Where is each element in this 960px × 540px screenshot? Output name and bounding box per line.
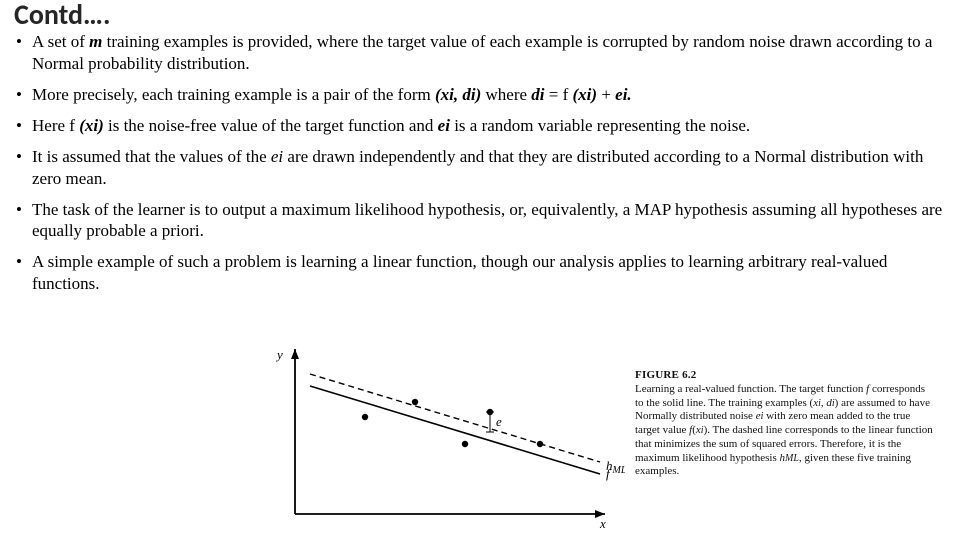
chart: xyfhMLe <box>255 339 625 534</box>
figure-caption: FIGURE 6.2 Learning a real-valued functi… <box>635 369 935 479</box>
svg-text:x: x <box>599 516 606 531</box>
chart-svg: xyfhMLe <box>255 339 625 534</box>
bullet-item: It is assumed that the values of the ei … <box>14 146 946 189</box>
svg-text:y: y <box>275 347 283 362</box>
bullet-item: The task of the learner is to output a m… <box>14 199 946 242</box>
bullet-item: More precisely, each training example is… <box>14 84 946 105</box>
bullet-list: A set of m training examples is provided… <box>14 31 946 294</box>
figure-caption-text: Learning a real-valued function. The tar… <box>635 383 933 478</box>
figure-number: FIGURE 6.2 <box>635 369 696 381</box>
bullet-item: A simple example of such a problem is le… <box>14 251 946 294</box>
figure-area: xyfhMLe FIGURE 6.2 Learning a real-value… <box>255 339 955 534</box>
svg-text:e: e <box>496 414 502 429</box>
slide: Contd…. A set of m training examples is … <box>0 0 960 540</box>
bullet-item: Here f (xi) is the noise-free value of t… <box>14 115 946 136</box>
bullet-item: A set of m training examples is provided… <box>14 31 946 74</box>
slide-title: Contd…. <box>14 0 946 29</box>
